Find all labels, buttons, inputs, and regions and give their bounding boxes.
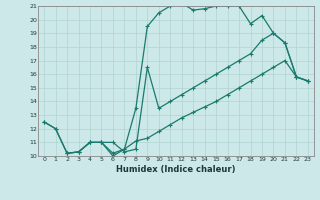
X-axis label: Humidex (Indice chaleur): Humidex (Indice chaleur)	[116, 165, 236, 174]
